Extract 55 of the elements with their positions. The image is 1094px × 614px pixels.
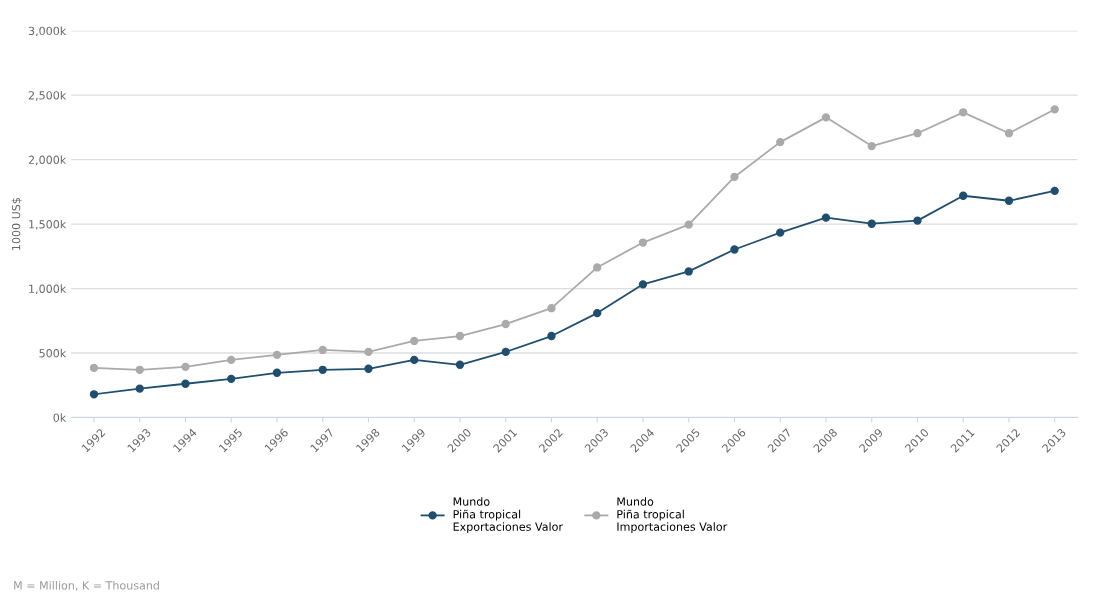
point <box>867 141 876 151</box>
point <box>547 304 556 313</box>
point <box>638 238 648 247</box>
point <box>272 350 282 360</box>
point <box>318 345 327 355</box>
point <box>272 368 282 377</box>
y-tick-label: 0k <box>53 413 67 422</box>
point <box>227 355 236 365</box>
point <box>913 129 922 138</box>
point <box>501 347 510 357</box>
point <box>364 364 373 373</box>
point <box>135 365 144 374</box>
point <box>227 374 236 384</box>
y-tick-label: 2,500k <box>28 90 67 101</box>
point <box>364 347 373 357</box>
point <box>1050 105 1059 114</box>
point <box>730 172 739 182</box>
y-tick-label: 500k <box>39 348 67 358</box>
point <box>959 108 968 117</box>
y-tick-label: 3,000k <box>28 26 67 37</box>
y-tick-label: 2,000k <box>28 155 67 166</box>
point <box>684 220 693 229</box>
point <box>593 263 602 272</box>
y-tick-label: 1,500k <box>29 219 67 230</box>
legend-label: Mundo Piña tropical Exportaciones Valor <box>453 497 563 534</box>
point <box>410 336 419 346</box>
point <box>1004 129 1014 138</box>
point <box>730 245 739 254</box>
point <box>501 319 510 329</box>
point <box>684 267 693 276</box>
point <box>455 331 465 341</box>
point <box>547 331 556 341</box>
point <box>318 365 327 374</box>
y-tick-label: 1,000k <box>29 284 67 295</box>
point <box>913 216 922 225</box>
point <box>1050 186 1059 196</box>
point <box>776 137 785 147</box>
point <box>959 191 968 200</box>
point <box>181 362 190 372</box>
point <box>776 228 785 237</box>
point <box>593 308 602 318</box>
point <box>89 390 99 399</box>
point <box>638 280 648 289</box>
y-axis-title: 1000 US$ <box>11 198 22 250</box>
text: M = Million, K = Thousand <box>14 581 159 591</box>
point <box>89 363 99 373</box>
point <box>821 113 831 122</box>
point <box>867 219 876 228</box>
point <box>1004 196 1014 205</box>
point <box>181 379 190 388</box>
legend-label: Mundo Piña tropical Importaciones Valor <box>617 497 728 534</box>
point <box>410 355 419 365</box>
point <box>455 360 465 369</box>
point <box>135 384 144 393</box>
point <box>821 213 831 222</box>
